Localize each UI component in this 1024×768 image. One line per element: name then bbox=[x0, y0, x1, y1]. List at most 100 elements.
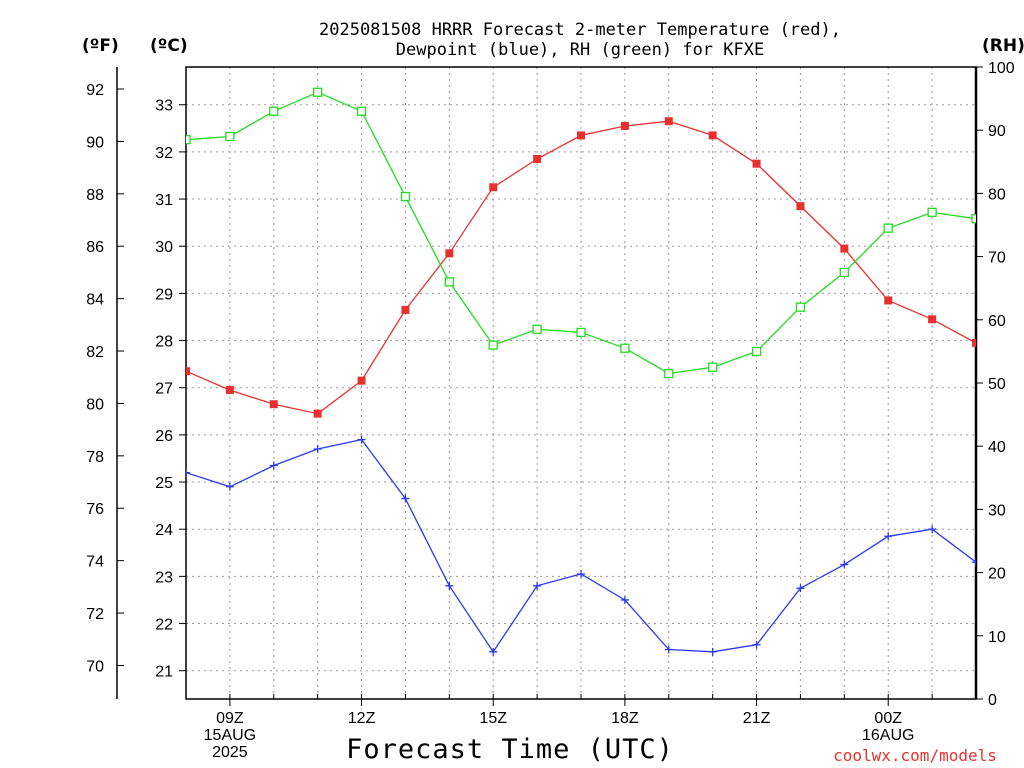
rh-tick-label: 10 bbox=[988, 629, 1006, 646]
rh-point bbox=[839, 267, 849, 278]
fahrenheit-unit-label: (ºF) bbox=[82, 36, 119, 56]
fahrenheit-tick-label: 70 bbox=[86, 658, 104, 675]
celsius-tick-label: 21 bbox=[155, 664, 173, 681]
x-tick-label: 15AUG bbox=[204, 727, 256, 744]
dewpoint-point bbox=[225, 482, 234, 491]
celsius-tick-label: 28 bbox=[155, 334, 173, 351]
rh-unit-label: (RH) bbox=[982, 36, 1024, 56]
celsius-unit-label: (ºC) bbox=[150, 36, 188, 56]
rh-point bbox=[620, 343, 630, 353]
rh-series bbox=[186, 87, 976, 379]
rh-point bbox=[883, 223, 893, 233]
dewpoint-point bbox=[186, 468, 190, 477]
temperature-point bbox=[445, 249, 454, 258]
fahrenheit-tick-label: 74 bbox=[86, 554, 104, 571]
celsius-tick-label: 26 bbox=[155, 428, 173, 445]
celsius-tick-label: 27 bbox=[155, 381, 173, 398]
temperature-point bbox=[796, 202, 805, 211]
dewpoint-point bbox=[928, 525, 937, 534]
temperature-point bbox=[840, 244, 849, 253]
chart-title-line-1: 2025081508 HRRR Forecast 2-meter Tempera… bbox=[319, 20, 841, 40]
temperature-point bbox=[357, 376, 366, 385]
rh-point bbox=[488, 340, 498, 350]
fahrenheit-tick-label: 76 bbox=[86, 501, 104, 518]
rh-tick-label: 40 bbox=[988, 439, 1006, 456]
x-tick-label: 21Z bbox=[743, 710, 771, 727]
temperature-point bbox=[225, 386, 234, 395]
x-tick-label: 09Z bbox=[216, 710, 244, 727]
fahrenheit-tick-label: 90 bbox=[86, 134, 104, 151]
temperature-point bbox=[186, 367, 190, 376]
plot-frame bbox=[185, 66, 977, 700]
temperature-point bbox=[928, 315, 937, 324]
celsius-tick-label: 23 bbox=[155, 569, 173, 586]
dewpoint-point bbox=[972, 558, 976, 567]
celsius-tick-label: 31 bbox=[155, 192, 173, 209]
celsius-tick-label: 22 bbox=[155, 617, 173, 634]
dewpoint-point bbox=[796, 584, 805, 593]
fahrenheit-tick-label: 86 bbox=[86, 239, 104, 256]
temperature-point bbox=[313, 409, 322, 418]
temperature-point bbox=[401, 305, 410, 314]
rh-tick-label: 50 bbox=[988, 376, 1006, 393]
rh-point bbox=[971, 214, 976, 224]
rh-point bbox=[927, 207, 937, 218]
rh-point bbox=[313, 87, 323, 97]
dewpoint-point bbox=[445, 581, 454, 590]
fahrenheit-tick-label: 82 bbox=[86, 344, 104, 361]
rh-point bbox=[751, 346, 762, 357]
grid bbox=[186, 67, 976, 699]
fahrenheit-tick-label: 92 bbox=[86, 82, 104, 99]
dewpoint-point bbox=[708, 647, 717, 656]
fahrenheit-tick-label: 72 bbox=[86, 606, 104, 623]
rh-point bbox=[400, 191, 411, 202]
fahrenheit-tick-label: 84 bbox=[86, 292, 104, 309]
celsius-tick-label: 29 bbox=[155, 286, 173, 303]
celsius-tick-label: 24 bbox=[155, 522, 173, 539]
temperature-line bbox=[186, 120, 976, 415]
rh-tick-label: 70 bbox=[988, 250, 1006, 267]
celsius-tick-label: 30 bbox=[155, 239, 173, 256]
temperature-point bbox=[752, 159, 761, 168]
celsius-tick-label: 33 bbox=[155, 98, 173, 115]
rh-tick-label: 0 bbox=[988, 692, 997, 709]
x-tick-label: 12Z bbox=[348, 710, 376, 727]
temperature-point bbox=[577, 131, 585, 140]
celsius-tick-label: 32 bbox=[155, 145, 173, 162]
x-tick-label: 18Z bbox=[611, 710, 639, 727]
x-tick-label: 00Z bbox=[874, 710, 902, 727]
x-tick-label: 15Z bbox=[479, 710, 507, 727]
dewpoint-point bbox=[489, 647, 498, 656]
temperature-point bbox=[972, 338, 976, 347]
dewpoint-point bbox=[840, 560, 849, 569]
temperature-series bbox=[186, 117, 976, 418]
fahrenheit-tick-label: 88 bbox=[86, 187, 104, 204]
rh-point bbox=[795, 302, 806, 312]
temperature-point bbox=[533, 154, 542, 163]
rh-point bbox=[708, 362, 718, 372]
dewpoint-point bbox=[313, 445, 322, 454]
dewpoint-point bbox=[577, 570, 585, 579]
rh-tick-label: 20 bbox=[988, 566, 1006, 583]
x-tick-label: 16AUG bbox=[862, 727, 914, 744]
credit-link[interactable]: coolwx.com/models bbox=[833, 746, 997, 765]
rh-point bbox=[356, 106, 367, 116]
dewpoint-point bbox=[664, 645, 673, 654]
rh-tick-label: 30 bbox=[988, 502, 1006, 519]
rh-point bbox=[186, 135, 191, 145]
dewpoint-point bbox=[884, 532, 893, 541]
fahrenheit-tick-label: 80 bbox=[86, 396, 104, 413]
fahrenheit-tick-label: 78 bbox=[86, 449, 104, 466]
rh-point bbox=[225, 131, 235, 142]
dewpoint-point bbox=[401, 494, 410, 503]
tick-labels: 70 72 74 76 78 80 82 84 86 88 90 92 21 22 23 24 25 26 27 28… bbox=[86, 60, 1015, 761]
x-axis-title: Forecast Time (UTC) bbox=[346, 734, 674, 765]
rh-tick-label: 90 bbox=[988, 123, 1006, 140]
temperature-point bbox=[884, 296, 893, 305]
temperature-point bbox=[269, 400, 278, 409]
rh-point bbox=[269, 106, 279, 116]
rh-tick-label: 100 bbox=[988, 60, 1015, 77]
dewpoint-point bbox=[357, 435, 366, 444]
x-tick-label: 2025 bbox=[212, 744, 248, 761]
